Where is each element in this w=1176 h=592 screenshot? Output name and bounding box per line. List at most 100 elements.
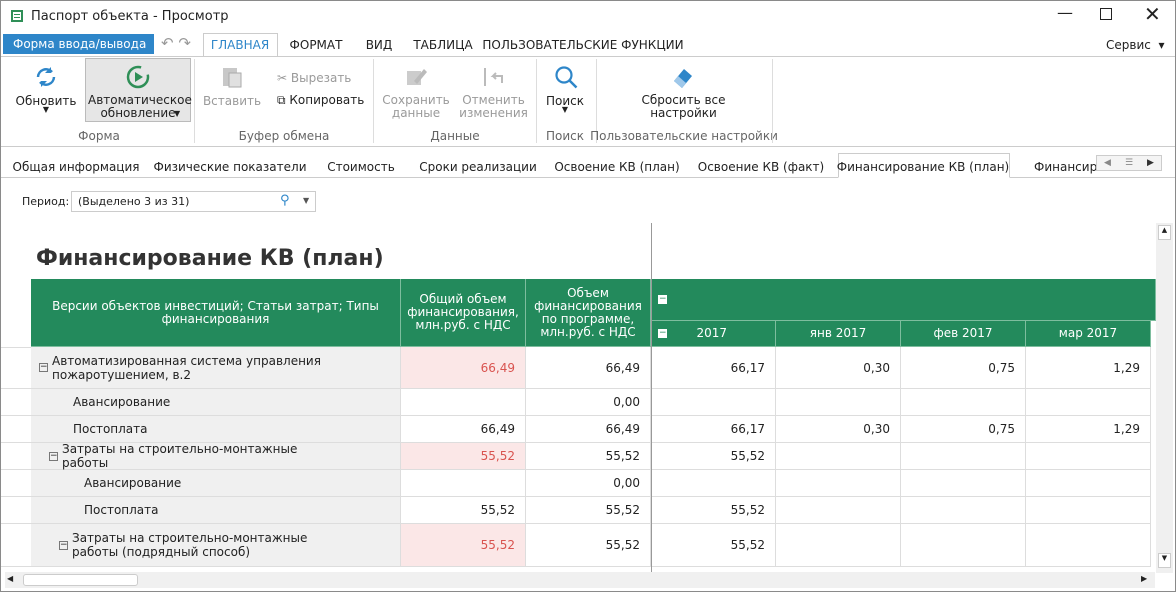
group-label: Форма (78, 129, 120, 143)
period-header: мар 2017 (1026, 321, 1151, 347)
period-combo[interactable]: (Выделено 3 из 31) ⚲ ▼ (71, 191, 316, 212)
copy-button[interactable]: ⧉ Копировать (277, 93, 365, 107)
expand-toggle[interactable]: − (59, 539, 68, 550)
empty-cell (901, 389, 1026, 416)
value-cell: 66,17 (652, 416, 776, 443)
ribbon-button[interactable]: Поиск (545, 94, 585, 108)
ribbon-tab[interactable]: ТАБЛИЦА (413, 38, 473, 52)
empty-cell (1026, 497, 1151, 524)
active-tab-box (203, 33, 278, 57)
value-cell: 66,17 (652, 347, 776, 389)
undo-redo[interactable]: ↶ ↷ (161, 34, 191, 52)
dropdown-arrow: ▼ (561, 105, 569, 114)
ribbon-button[interactable]: Сбросить все настройки (641, 93, 726, 120)
period-header: − 2017 (652, 321, 776, 347)
refresh-icon (36, 67, 56, 87)
row-line (1, 347, 31, 348)
period-value: (Выделено 3 из 31) (78, 195, 190, 208)
row-line (1, 442, 31, 443)
row-label-cell: Авансирование (31, 470, 401, 497)
column-header: Объем финансирования по программе, млн.р… (526, 279, 651, 347)
ribbon-button[interactable]: Обновить (15, 94, 77, 108)
empty-cell (652, 389, 776, 416)
row-label: Постоплата (84, 503, 159, 517)
value-cell: 55,52 (401, 443, 526, 470)
value-cell: 0,00 (526, 389, 651, 416)
doc-tab[interactable]: Финансиро (1034, 160, 1105, 174)
report-title: Финансирование КВ (план) (36, 246, 384, 271)
paste-icon (223, 68, 242, 88)
ribbon-tab[interactable]: ФОРМАТ (289, 38, 343, 52)
empty-cell (776, 443, 901, 470)
form-button[interactable]: Форма ввода/вывода ▾ (3, 34, 154, 65)
group-label: Буфер обмена (238, 129, 330, 143)
maximize[interactable] (1100, 8, 1112, 20)
doc-tab[interactable]: Стоимость (327, 160, 395, 174)
auto-refresh-box[interactable] (85, 58, 191, 122)
ribbon-button: Копировать (289, 93, 365, 107)
tab-scroller[interactable]: ◀ ☰ ▶ (1096, 155, 1162, 171)
row-line (1, 415, 31, 416)
doc-tab[interactable]: Освоение КВ (план) (554, 160, 680, 174)
ribbon-tab[interactable]: ПОЛЬЗОВАТЕЛЬСКИЕ ФУНКЦИИ (482, 38, 684, 52)
group-label: Поиск (545, 129, 585, 143)
ribbon-tab[interactable]: ГЛАВНАЯ (210, 38, 270, 52)
ribbon-tab[interactable]: ВИД (365, 38, 393, 52)
value-cell: 55,52 (526, 497, 651, 524)
search-icon (555, 66, 578, 89)
row-label-cell: Постоплата (31, 416, 401, 443)
value-cell: 0,75 (901, 416, 1026, 443)
minimize[interactable]: — (1057, 3, 1073, 22)
empty-cell (901, 524, 1026, 567)
empty-cell (776, 497, 901, 524)
period-header: янв 2017 (776, 321, 901, 347)
row-label: Постоплата (73, 422, 148, 436)
service-menu[interactable]: Сервис ▾ (1106, 38, 1165, 52)
ribbon-button[interactable]: Отменить изменения (459, 93, 528, 120)
app-icon (11, 10, 23, 22)
vertical-scrollbar[interactable]: ▲ ▼ (1156, 223, 1173, 573)
cut-button[interactable]: ✂ Вырезать (277, 71, 352, 85)
row-line (1, 523, 31, 524)
value-cell: 66,49 (526, 416, 651, 443)
empty-cell (401, 389, 526, 416)
row-label-cell: Постоплата (31, 497, 401, 524)
row-line (1, 469, 31, 470)
empty-cell (776, 524, 901, 567)
row-label: Авансирование (73, 395, 171, 409)
value-cell: 55,52 (652, 443, 776, 470)
column-header: Версии объектов инвестиций; Статьи затра… (31, 279, 401, 347)
row-label-cell: − Затраты на строительно-монтажные работы (31, 442, 401, 470)
period-label: янв 2017 (809, 326, 867, 340)
doc-tab[interactable]: Финансирование КВ (план) (836, 160, 1010, 174)
separator (373, 59, 374, 143)
close[interactable]: ✕ (1144, 2, 1161, 26)
doc-tab[interactable]: Общая информация (12, 160, 140, 174)
empty-cell (1026, 524, 1151, 567)
ribbon-button[interactable]: Сохранить данные (382, 93, 450, 120)
empty-cell (901, 497, 1026, 524)
doc-tab[interactable]: Освоение КВ (факт) (697, 160, 825, 174)
doc-tab[interactable]: Сроки реализации (419, 160, 537, 174)
group-label: Пользовательские настройки (590, 129, 778, 143)
expand-toggle[interactable]: − (49, 450, 58, 461)
period-header: фев 2017 (901, 321, 1026, 347)
value-cell: 0,30 (776, 416, 901, 443)
value-cell: 55,52 (401, 497, 526, 524)
freeze-line (651, 223, 652, 573)
row-line (1, 388, 31, 389)
horizontal-scrollbar[interactable]: ◀ ▶ (5, 572, 1155, 588)
period-label: Период: (22, 195, 70, 208)
form-button-label: Форма ввода/вывода (13, 37, 147, 51)
doc-tab[interactable]: Физические показатели (153, 160, 307, 174)
empty-cell (901, 443, 1026, 470)
group-label: Данные (430, 129, 480, 143)
value-cell: 55,52 (652, 497, 776, 524)
row-label-cell: − Затраты на строительно-монтажные работы… (31, 524, 401, 567)
row-label: Затраты на строительно-монтажные работы (62, 442, 298, 470)
value-cell: 55,52 (526, 443, 651, 470)
row-label-cell: Авансирование (31, 389, 401, 416)
undo-icon (484, 68, 503, 86)
ribbon-button[interactable]: Вставить (202, 94, 262, 108)
expand-toggle[interactable]: − (39, 362, 48, 372)
